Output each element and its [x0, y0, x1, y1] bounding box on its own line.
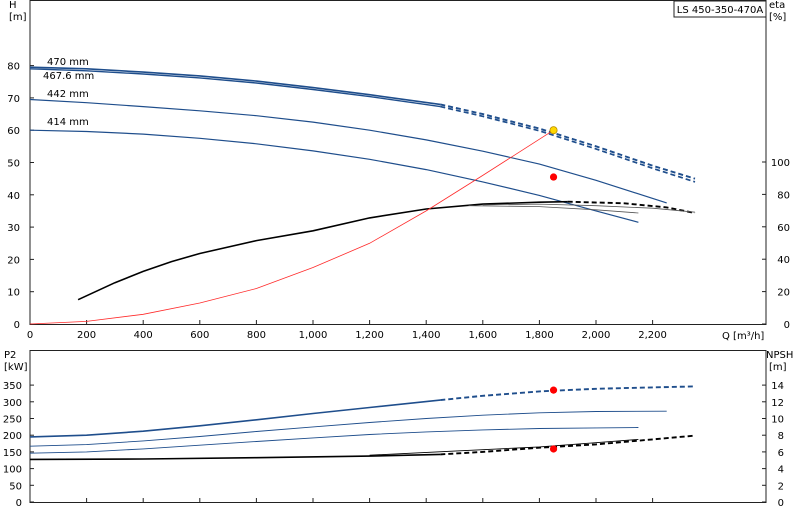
series-line-dashed — [440, 103, 696, 180]
series-line-dashed — [440, 434, 696, 456]
series-line — [29, 129, 639, 223]
diameter-label: 442 mm — [47, 89, 89, 100]
y-tick-label-left: 10 — [7, 288, 20, 299]
x-tick-label: 2,000 — [582, 330, 611, 341]
top-plot-frame — [29, 0, 767, 325]
npsh-tick-label: 2 — [778, 481, 784, 492]
series-line — [468, 205, 639, 214]
x-tick-label: 1,200 — [355, 330, 384, 341]
y-tick-label-left: 30 — [7, 223, 20, 234]
chart-title: LS 450-350-470A — [677, 5, 764, 16]
y-tick-label-left: 50 — [7, 159, 20, 170]
operating-point-marker — [549, 173, 558, 181]
p2-tick-label: 350 — [3, 381, 22, 392]
npsh-tick-label: 8 — [778, 431, 784, 442]
series-line — [29, 129, 554, 325]
series-line-dashed — [567, 200, 696, 214]
p2-tick-label: 50 — [9, 481, 22, 492]
x-tick-label: 200 — [77, 330, 96, 341]
y-tick-label-left: 40 — [7, 191, 20, 202]
x-axis-label: Q [m³/h] — [722, 331, 764, 342]
y-tick-label-left: 70 — [7, 94, 20, 105]
series-line — [369, 438, 639, 456]
x-tick-label: 600 — [190, 330, 209, 341]
series-line — [29, 68, 441, 108]
curves-layer — [29, 66, 696, 461]
y2-tick-label-right: 60 — [777, 223, 790, 234]
y2-tick-label-right: 0 — [784, 320, 790, 331]
operating-point-marker — [549, 445, 558, 453]
series-line — [29, 427, 639, 454]
ticks-layer: 0 200 400 600 800 1,000 1,200 1,400 1,600 1,800 2,… — [3, 62, 790, 509]
y2-tick-label-right: 80 — [777, 190, 790, 201]
npsh-tick-label: 4 — [778, 465, 784, 476]
x-tick-label: 800 — [247, 330, 266, 341]
npsh-tick-label: 12 — [771, 398, 784, 409]
bottom-y2label-line2: [m] — [769, 362, 787, 373]
npsh-tick-label: 0 — [778, 498, 784, 509]
curve-labels-layer: 470 mm 467.6 mm 442 mm 414 mm — [43, 57, 94, 128]
x-tick-label: 2,200 — [638, 330, 667, 341]
top-ylabel-line2: [m] — [9, 12, 27, 23]
x-tick-label: 1,000 — [299, 330, 328, 341]
series-line — [482, 203, 696, 213]
series-line — [29, 399, 441, 438]
npsh-tick-label: 6 — [778, 448, 784, 459]
p2-tick-label: 150 — [3, 448, 22, 459]
x-tick-label: 1,600 — [468, 330, 497, 341]
y-tick-label-left: 20 — [7, 255, 20, 266]
top-y2label-line1: eta — [769, 0, 785, 11]
bottom-ylabel-line1: P2 — [4, 350, 16, 361]
operating-point-marker — [549, 126, 558, 135]
y-tick-label-left: 80 — [7, 62, 20, 73]
p2-tick-label: 100 — [3, 465, 22, 476]
npsh-tick-label: 14 — [771, 381, 784, 392]
x-tick-label: 400 — [134, 330, 153, 341]
x-tick-label: 1,400 — [412, 330, 441, 341]
series-line — [29, 453, 441, 461]
series-line — [77, 200, 568, 301]
operating-point-marker — [549, 386, 558, 394]
y2-tick-label-right: 100 — [771, 158, 790, 169]
y2-tick-label-right: 40 — [777, 255, 790, 266]
npsh-tick-label: 10 — [771, 415, 784, 426]
series-line — [29, 66, 441, 106]
p2-tick-label: 0 — [16, 498, 22, 509]
y-tick-label-left: 60 — [7, 126, 20, 137]
bottom-plot-frame — [29, 350, 767, 503]
diameter-label: 470 mm — [47, 57, 89, 68]
y-tick-label-left: 0 — [14, 320, 20, 331]
p2-tick-label: 200 — [3, 431, 22, 442]
series-line — [29, 410, 667, 447]
top-y2label-line2: [%] — [769, 12, 786, 23]
bottom-y2label-line1: NPSH — [766, 350, 793, 361]
series-line — [29, 98, 667, 204]
top-ylabel-line1: H — [9, 0, 17, 11]
series-line-dashed — [440, 105, 696, 183]
y2-tick-label-right: 20 — [777, 288, 790, 299]
p2-tick-label: 250 — [3, 415, 22, 426]
markers-layer — [549, 126, 558, 453]
diameter-label: 467.6 mm — [43, 71, 94, 82]
diameter-label: 414 mm — [47, 117, 89, 128]
x-tick-label: 1,800 — [525, 330, 554, 341]
x-tick-label: 0 — [27, 330, 33, 341]
bottom-ylabel-line2: [kW] — [4, 362, 28, 373]
p2-tick-label: 300 — [3, 398, 22, 409]
series-line-dashed — [440, 385, 696, 402]
